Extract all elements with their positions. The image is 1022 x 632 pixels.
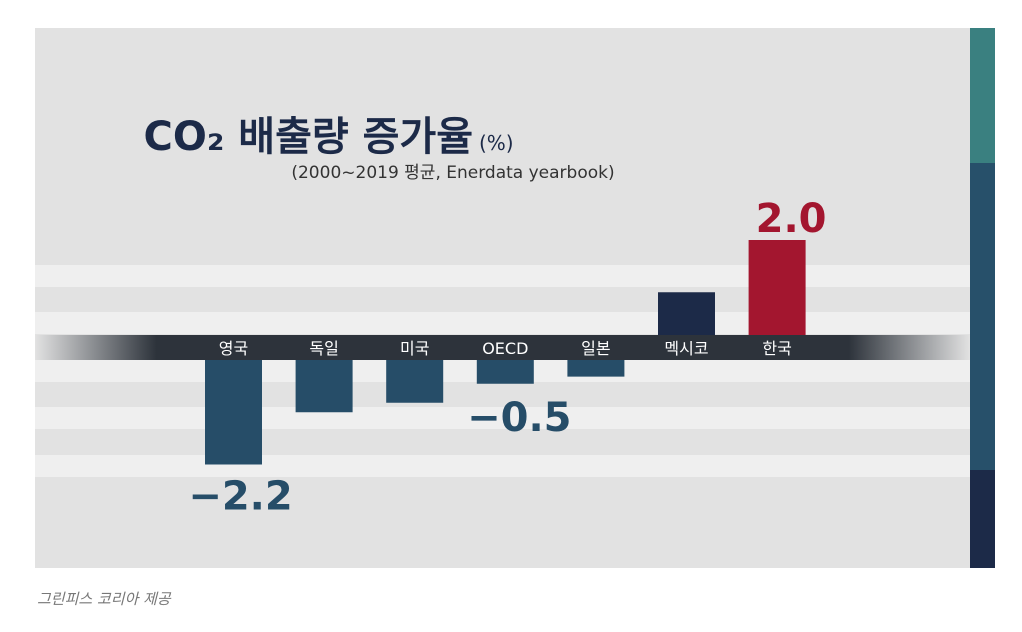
chart-background [35, 28, 970, 568]
grid-band [35, 265, 970, 287]
category-label: 영국 [219, 339, 248, 358]
data-label: −0.5 [467, 395, 571, 441]
data-label: 2.0 [756, 196, 827, 242]
grid-bands [35, 265, 970, 477]
bar [386, 360, 444, 403]
bar [476, 360, 534, 384]
side-stripe-bottom [970, 470, 995, 568]
chart: 영국 독일 미국 OECD 일본 멕시코 한국 −2.2 −0.5 2.0 CO₂ 배출량 증가… [35, 28, 970, 568]
chart-title-unit: (%) [479, 131, 514, 155]
bar [658, 292, 715, 335]
data-label: −2.2 [188, 474, 292, 520]
chart-subtitle: (2000~2019 평균, Enerdata yearbook) [291, 163, 614, 183]
category-label: OECD [482, 339, 528, 358]
category-label: 한국 [762, 339, 791, 358]
side-stripe-top [970, 28, 995, 163]
category-label: 미국 [400, 339, 429, 358]
bar [295, 360, 353, 413]
category-label: 일본 [581, 339, 610, 358]
category-axis-band [35, 335, 970, 360]
category-label: 독일 [309, 339, 338, 358]
category-label: 멕시코 [664, 339, 708, 358]
side-stripe-middle [970, 163, 995, 470]
grid-band [35, 455, 970, 477]
bar [567, 360, 625, 377]
bar [205, 360, 262, 465]
chart-title: CO₂ 배출량 증가율 [143, 114, 473, 160]
grid-band [35, 407, 970, 429]
image-caption: 그린피스 코리아 제공 [37, 590, 171, 608]
bar [748, 240, 806, 335]
grid-band [35, 312, 970, 334]
